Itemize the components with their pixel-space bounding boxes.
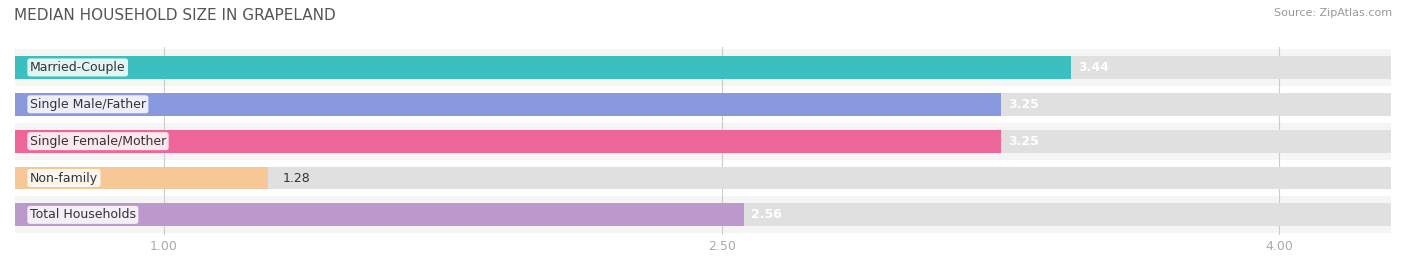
Bar — [15, 167, 1391, 189]
Bar — [15, 93, 1391, 116]
Bar — [15, 159, 1391, 196]
Text: Single Male/Father: Single Male/Father — [30, 98, 146, 111]
Bar — [15, 203, 1391, 226]
Bar — [15, 196, 1391, 233]
Bar — [15, 56, 1071, 79]
Text: 1.28: 1.28 — [283, 172, 311, 184]
Text: Married-Couple: Married-Couple — [30, 61, 125, 74]
Text: Non-family: Non-family — [30, 172, 98, 184]
Text: 3.44: 3.44 — [1078, 61, 1109, 74]
Bar — [15, 56, 1391, 79]
Text: 3.25: 3.25 — [1008, 135, 1039, 148]
Bar — [15, 49, 1391, 86]
Text: Single Female/Mother: Single Female/Mother — [30, 135, 166, 148]
Text: 2.56: 2.56 — [751, 208, 782, 221]
Bar — [15, 93, 1001, 116]
Bar — [15, 123, 1391, 159]
Text: Total Households: Total Households — [30, 208, 136, 221]
Bar — [15, 86, 1391, 123]
Bar — [15, 130, 1001, 152]
Text: 3.25: 3.25 — [1008, 98, 1039, 111]
Text: MEDIAN HOUSEHOLD SIZE IN GRAPELAND: MEDIAN HOUSEHOLD SIZE IN GRAPELAND — [14, 8, 336, 23]
Text: Source: ZipAtlas.com: Source: ZipAtlas.com — [1274, 8, 1392, 18]
Bar — [15, 203, 744, 226]
Bar — [15, 130, 1391, 152]
Bar — [15, 167, 269, 189]
